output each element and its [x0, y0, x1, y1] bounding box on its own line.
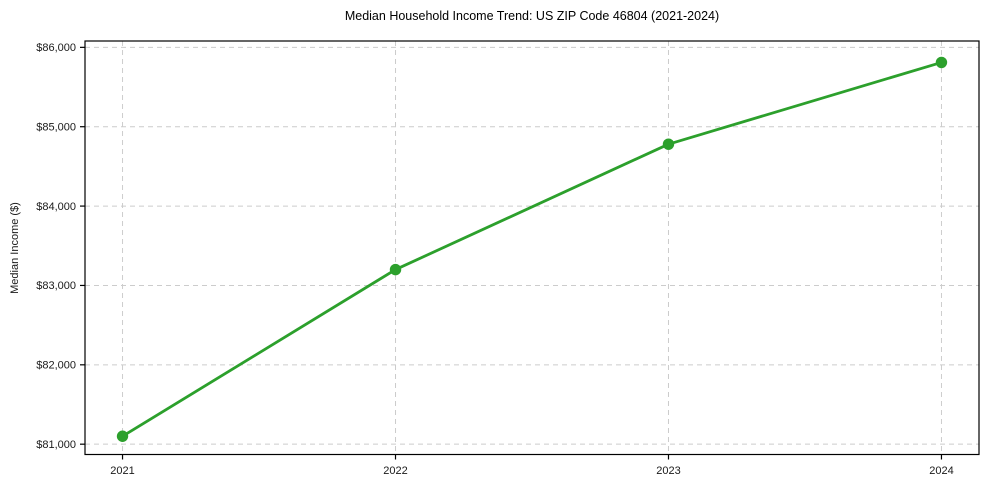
y-tick-label-85000: $85,000: [36, 122, 76, 134]
x-tick-label-2023: 2023: [656, 465, 680, 477]
data-point-2021: [116, 430, 129, 442]
x-tick-label-2024: 2024: [929, 465, 953, 477]
y-axis-label: Median Income ($): [9, 202, 21, 294]
trend-line: [121, 61, 943, 438]
plot-border: [84, 40, 980, 456]
data-point-2022: [389, 263, 402, 276]
y-tick-label-81000: $81,000: [36, 439, 76, 451]
y-tick-label-83000: $83,000: [36, 280, 76, 292]
data-point-2024: [935, 56, 948, 69]
y-tick-label-86000: $86,000: [36, 42, 76, 54]
y-tick-label-82000: $82,000: [36, 360, 76, 372]
data-point-2023: [662, 138, 675, 150]
chart-title: Median Household Income Trend: US ZIP Co…: [344, 9, 720, 23]
x-tick-label-2022: 2022: [383, 465, 407, 477]
x-tick-label-2021: 2021: [110, 465, 134, 477]
y-tick-label-84000: $84,000: [36, 201, 76, 213]
